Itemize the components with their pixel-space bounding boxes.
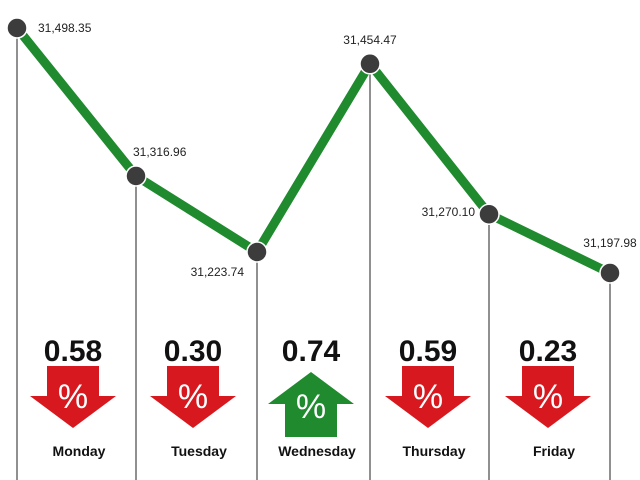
data-point-3 — [359, 53, 381, 75]
percent-icon: % — [58, 378, 88, 416]
data-label-1: 31,316.96 — [133, 145, 187, 159]
day-column-friday: 0.23% Friday — [505, 335, 591, 459]
day-column-wednesday: 0.74% Wednesday — [268, 335, 356, 459]
day-label: Thursday — [402, 443, 465, 459]
data-point-1 — [125, 165, 147, 187]
data-label-4: 31,270.10 — [422, 205, 476, 219]
arrow-down-icon — [150, 366, 236, 428]
index-series-line — [12, 23, 615, 278]
day-label: Monday — [53, 443, 106, 459]
arrow-down-icon — [30, 366, 116, 428]
change-value: 0.74 — [282, 335, 341, 368]
day-columns: 0.58% Monday 0.30% Tuesday 0.74% Wednesday 0.5… — [30, 335, 591, 459]
percent-icon: % — [533, 378, 563, 416]
change-value: 0.58 — [44, 335, 102, 368]
percent-icon: % — [178, 378, 208, 416]
data-label-3: 31,454.47 — [343, 33, 397, 47]
data-point-4 — [478, 203, 500, 225]
change-value: 0.23 — [519, 335, 577, 368]
percent-icon: % — [296, 388, 326, 426]
arrow-down-icon — [385, 366, 471, 428]
data-point-5 — [599, 262, 621, 284]
data-point-0 — [6, 17, 28, 39]
data-labels: 31,498.35 31,316.96 31,223.74 31,454.47 31,2… — [38, 21, 637, 279]
data-point-2 — [246, 241, 268, 263]
day-label: Friday — [533, 443, 575, 459]
index-line — [12, 23, 615, 278]
arrow-up-icon — [268, 372, 354, 437]
day-column-thursday: 0.59% Thursday — [385, 335, 471, 459]
percent-icon: % — [413, 378, 443, 416]
data-markers — [6, 17, 621, 284]
data-label-0: 31,498.35 — [38, 21, 92, 35]
day-column-monday: 0.58% Monday — [30, 335, 116, 459]
change-value: 0.30 — [164, 335, 222, 368]
guide-lines — [16, 28, 611, 480]
arrow-down-icon — [505, 366, 591, 428]
day-label: Tuesday — [171, 443, 227, 459]
change-value: 0.59 — [399, 335, 457, 368]
data-label-5: 31,197.98 — [583, 236, 637, 250]
data-label-2: 31,223.74 — [191, 265, 245, 279]
day-column-tuesday: 0.30% Tuesday — [150, 335, 236, 459]
day-label: Wednesday — [278, 443, 356, 459]
